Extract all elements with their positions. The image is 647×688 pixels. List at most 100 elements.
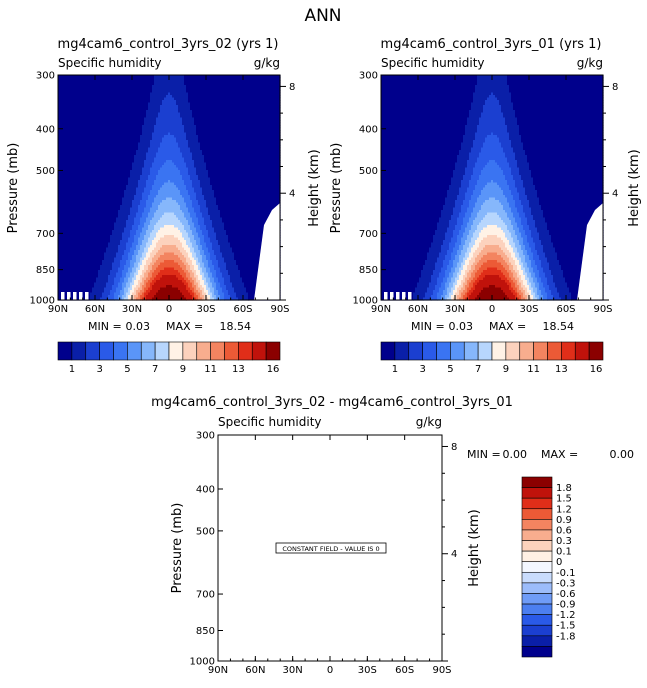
heatmap-cell [58, 185, 127, 189]
heatmap-cell [507, 182, 516, 186]
heatmap-cell [194, 275, 199, 279]
heatmap-cell [126, 185, 139, 189]
heatmap-cell [481, 250, 504, 254]
heatmap-cell [465, 260, 470, 264]
heatmap-cell [473, 232, 480, 236]
heatmap-cell [509, 162, 518, 166]
heatmap-cell [513, 247, 518, 251]
heatmap-cell [539, 257, 548, 261]
heatmap-cell [122, 200, 133, 204]
heatmap-cell [483, 277, 502, 281]
heatmap-cell [152, 132, 169, 136]
heatmap-cell [110, 235, 123, 239]
heatmap-cell [475, 205, 482, 209]
heatmap-cell [154, 270, 161, 274]
heatmap-cell [501, 247, 508, 251]
heatmap-cell [515, 205, 524, 209]
heatmap-cell [457, 282, 462, 286]
heatmap-cell [483, 142, 502, 146]
heatmap-cell [150, 142, 161, 146]
heatmap-cell [188, 190, 195, 194]
heatmap-cell [152, 87, 187, 91]
heatmap-cell [200, 287, 205, 291]
heatmap-cell [463, 247, 468, 251]
heatmap-cell [58, 150, 137, 154]
x-tick-label: 0 [327, 665, 333, 676]
heatmap-cell [505, 252, 512, 256]
heatmap-cell [206, 162, 281, 166]
heatmap-cell [138, 272, 143, 276]
heatmap-cell [212, 225, 225, 229]
panel-right: mg4cam6_control_3yrs_01 (yrs 1) Specific… [329, 37, 642, 375]
heatmap-cell [102, 262, 113, 266]
heatmap-cell [483, 105, 502, 109]
heatmap-cell [449, 282, 454, 286]
heatmap-cell [190, 150, 203, 154]
heatmap-cell [194, 237, 201, 241]
heatmap-cell [487, 235, 498, 239]
heatmap-cell [160, 247, 179, 251]
x-tick-label: 90N [208, 665, 228, 676]
heatmap-cell [58, 177, 129, 181]
heatmap-cell [447, 267, 452, 271]
heatmap-cell [184, 247, 191, 251]
heatmap-cell [463, 282, 468, 286]
heatmap-cell [515, 270, 520, 274]
heatmap-cell [457, 262, 462, 266]
min-label: MIN = [467, 448, 501, 461]
heatmap-cell [543, 270, 552, 274]
heatmap-cell [126, 220, 135, 224]
colorbar-swatch [238, 341, 253, 361]
heatmap-cell [112, 287, 117, 291]
heatmap-cell [557, 287, 570, 291]
heatmap-cell [148, 105, 161, 109]
heatmap-cell [481, 150, 504, 154]
heatmap-cell [507, 180, 516, 184]
heatmap-cell [441, 270, 446, 274]
heatmap-cell [202, 290, 205, 294]
heatmap-cell [469, 112, 482, 116]
heatmap-cell [495, 285, 510, 289]
heatmap-cell [216, 232, 227, 236]
heatmap-cell [152, 165, 163, 169]
heatmap-cell [194, 292, 197, 296]
heatmap-cell [461, 240, 466, 244]
heatmap-cell [515, 182, 524, 186]
heatmap-cell [152, 187, 161, 191]
heatmap-cell [511, 270, 516, 274]
heatmap-cell [457, 275, 460, 279]
heatmap-cell [485, 100, 500, 104]
heatmap-cell [182, 280, 187, 284]
heatmap-cell [477, 215, 486, 219]
heatmap-cell [142, 260, 147, 264]
heatmap-cell [176, 245, 183, 249]
heatmap-cell [451, 287, 456, 291]
y-tick-label: 700 [36, 229, 55, 240]
heatmap-cell [58, 242, 109, 246]
heatmap-cell [198, 137, 281, 141]
heatmap-cell [134, 160, 145, 164]
heatmap-cell [178, 202, 187, 206]
heatmap-cell [527, 220, 536, 224]
heatmap-cell [208, 292, 213, 296]
heatmap-cell [455, 165, 468, 169]
heatmap-cell [214, 267, 221, 271]
heatmap-cell [138, 147, 149, 151]
heatmap-cell [535, 262, 542, 266]
heatmap-cell [204, 250, 209, 254]
heatmap-cell [200, 295, 205, 299]
heatmap-cell [441, 210, 454, 214]
heatmap-cell [447, 280, 452, 284]
x-tick-label: 60N [85, 304, 105, 315]
heatmap-cell [140, 275, 145, 279]
heatmap-cell [509, 202, 516, 206]
heatmap-cell [457, 197, 466, 201]
heatmap-cell [198, 257, 203, 261]
heatmap-cell [525, 247, 532, 251]
heatmap-cell [513, 197, 520, 201]
heatmap-cell [473, 97, 488, 101]
heatmap-cell [477, 270, 484, 274]
heatmap-cell [204, 222, 213, 226]
heatmap-cell [160, 105, 179, 109]
